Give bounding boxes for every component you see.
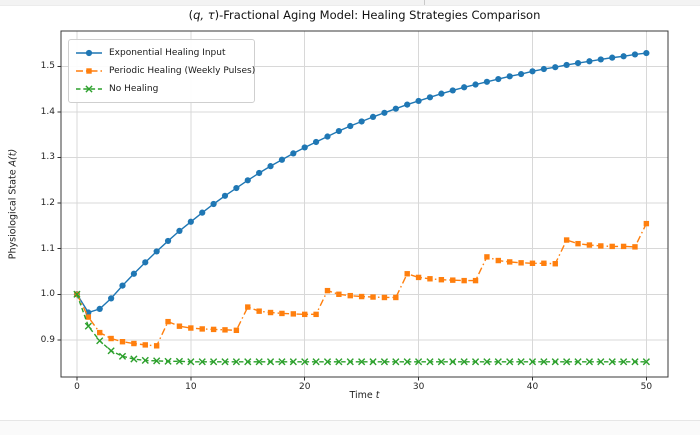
y-axis-label: Physiological State A(t)	[8, 149, 19, 259]
top-bar	[0, 0, 700, 6]
bottom-bar	[0, 420, 700, 435]
x-tick-label: 30	[412, 382, 425, 392]
series-markers-2	[73, 290, 650, 366]
series-markers-1	[74, 220, 650, 349]
y-tick-label: 1.1	[40, 243, 55, 254]
x-axis-label: Time t	[61, 390, 668, 401]
y-tick-label: 0.9	[40, 334, 55, 345]
legend-x-marker-icon	[76, 85, 102, 93]
plot-frame	[60, 30, 669, 378]
x-tick-label: 50	[640, 382, 653, 392]
series-line-1	[76, 223, 647, 347]
tick-marks	[57, 65, 647, 381]
legend-square-marker-icon	[76, 68, 102, 74]
x-tick-label: 10	[185, 382, 197, 392]
series-line-2	[76, 294, 647, 363]
figure: (q, τ)-Fractional Aging Model: Healing S…	[8, 8, 669, 401]
chart-title-post: )-Fractional Aging Model: Healing Strate…	[214, 8, 541, 22]
top-bar-divider	[424, 0, 425, 5]
y-tick-label: 1.5	[40, 61, 55, 72]
y-tick-label: 1.0	[40, 289, 55, 300]
x-axis-label-math: t	[375, 390, 380, 401]
legend-item: Periodic Healing (Weekly Pulses)	[74, 62, 255, 80]
x-axis-label-pre: Time	[349, 390, 376, 401]
legend-label: Periodic Healing (Weekly Pulses)	[109, 66, 256, 76]
chart-title: (q, τ)-Fractional Aging Model: Healing S…	[61, 8, 668, 22]
legend-item: Exponential Healing Input	[74, 44, 248, 62]
y-tick-label: 1.4	[40, 106, 55, 117]
legend-label: Exponential Healing Input	[109, 48, 226, 58]
y-tick-label: 1.2	[40, 198, 55, 209]
y-axis-label-math: A(t)	[7, 148, 19, 167]
x-tick-label: 20	[298, 382, 311, 392]
chart-title-math: q, τ	[193, 8, 215, 22]
legend-item: No Healing	[74, 80, 248, 98]
x-tick-label: 0	[74, 382, 80, 392]
chart-title-pre: (	[188, 8, 194, 22]
series-markers-0	[73, 49, 650, 316]
legend-circle-marker-icon	[76, 49, 102, 57]
y-tick-label: 1.3	[40, 152, 55, 163]
legend-label: No Healing	[109, 84, 159, 94]
y-axis-label-pre: Physiological State	[7, 166, 19, 260]
x-tick-label: 40	[526, 382, 539, 392]
plot-area	[57, 30, 669, 381]
legend: Exponential Healing Input Periodic Heali…	[68, 39, 255, 103]
